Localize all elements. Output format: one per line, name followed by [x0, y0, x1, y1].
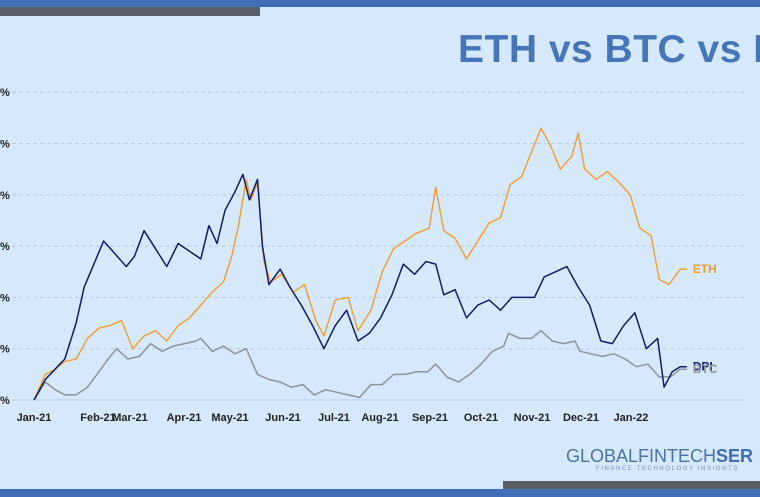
logo-text-1: GLOBALFINTECH [566, 446, 717, 466]
x-tick-label: May-21 [211, 412, 248, 424]
x-tick-label: Jul-21 [318, 412, 350, 424]
x-tick-label: Oct-21 [464, 412, 498, 424]
x-tick-label: Dec-21 [563, 412, 599, 424]
x-tick-label: Feb-21 [80, 412, 115, 424]
logo-text-2: SER [716, 446, 754, 466]
y-tick-label: % [0, 87, 10, 99]
series-label-btc: BTC [693, 362, 718, 376]
y-tick-label: % [0, 241, 10, 253]
top-bar-gray [0, 7, 260, 16]
y-tick-label: % [0, 190, 10, 202]
brand-logo: GLOBALFINTECHSER [566, 446, 753, 467]
logo-tagline: FINANCE TECHNOLOGY INSIGHTS [596, 466, 739, 472]
series-label-dpi: DPI [693, 360, 713, 374]
series-line-dpi [33, 173, 687, 401]
x-tick-label: Apr-21 [167, 412, 202, 424]
x-tick-label: Jan-21 [17, 412, 52, 424]
y-axis-ticks: %%%%%%% [0, 87, 10, 407]
series-line-btc [33, 329, 687, 401]
bottom-bar-blue [0, 489, 760, 497]
x-tick-label: Sep-21 [412, 412, 448, 424]
series-label-eth: ETH [693, 262, 717, 276]
y-tick-label: % [0, 139, 10, 151]
page-title: ETH vs BTC vs D [458, 28, 760, 71]
gridlines [12, 91, 745, 401]
y-tick-label: % [0, 344, 10, 356]
x-tick-label: Mar-21 [112, 412, 147, 424]
x-tick-label: Jan-22 [614, 412, 649, 424]
bottom-bar-gray [503, 481, 760, 489]
x-tick-label: Jun-21 [265, 412, 300, 424]
x-tick-label: Aug-21 [361, 412, 398, 424]
top-bar-blue [0, 0, 760, 7]
x-tick-label: Nov-21 [514, 412, 551, 424]
series-line-eth [33, 127, 687, 401]
y-tick-label: % [0, 292, 10, 304]
y-tick-label: % [0, 395, 10, 407]
series-lines [33, 127, 687, 401]
